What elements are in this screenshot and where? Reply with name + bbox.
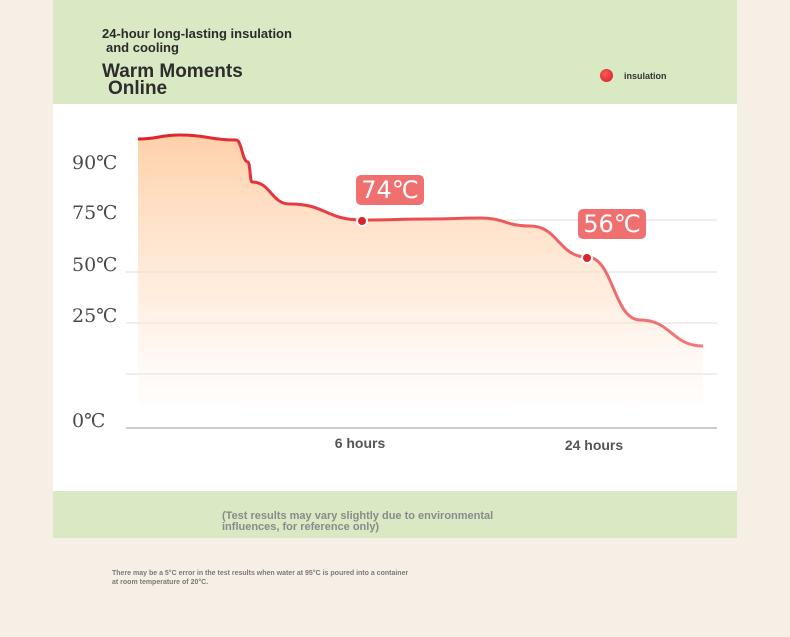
x-tick-label: 6 hours — [335, 435, 386, 451]
data-label: 56℃ — [583, 210, 641, 238]
chart-legend: insulation — [600, 69, 667, 82]
legend-marker-icon — [600, 69, 613, 82]
legend-label: insulation — [624, 70, 667, 81]
data-point — [358, 217, 366, 225]
x-axis-ticks: 6 hours 24 hours — [335, 435, 624, 453]
y-axis-ticks: 0℃ 25℃ 50℃ 75℃ 90℃ — [72, 152, 117, 432]
data-point — [583, 254, 591, 262]
y-tick-label: 25℃ — [72, 305, 117, 327]
footer-band — [53, 491, 737, 538]
data-label: 74℃ — [361, 176, 419, 204]
brand-line-2: Online — [108, 78, 168, 99]
data-label-box — [356, 175, 424, 205]
series-line — [137, 133, 704, 348]
test-footnote: There may be a 5°C error in the test res… — [112, 570, 409, 586]
headline: 24-hour long-lasting insulation and cool… — [102, 27, 362, 55]
y-tick-label: 50℃ — [72, 254, 117, 276]
disclaimer-note: (Test results may vary slightly due to e… — [222, 510, 494, 533]
y-tick-label: 90℃ — [72, 152, 117, 174]
y-tick-label: 75℃ — [72, 202, 117, 224]
brand-name: Warm Moments Online — [102, 61, 243, 99]
x-tick-label: 24 hours — [565, 437, 624, 453]
headline-line-1: 24-hour long-lasting insulation — [102, 26, 292, 41]
header-band — [53, 0, 737, 104]
y-tick-label: 0℃ — [72, 410, 105, 432]
headline-line-2: and cooling — [106, 40, 179, 55]
brand-line-1: Warm Moments — [102, 61, 243, 82]
data-label-box — [578, 209, 646, 239]
data-markers: 74℃ 56℃ — [356, 175, 646, 264]
